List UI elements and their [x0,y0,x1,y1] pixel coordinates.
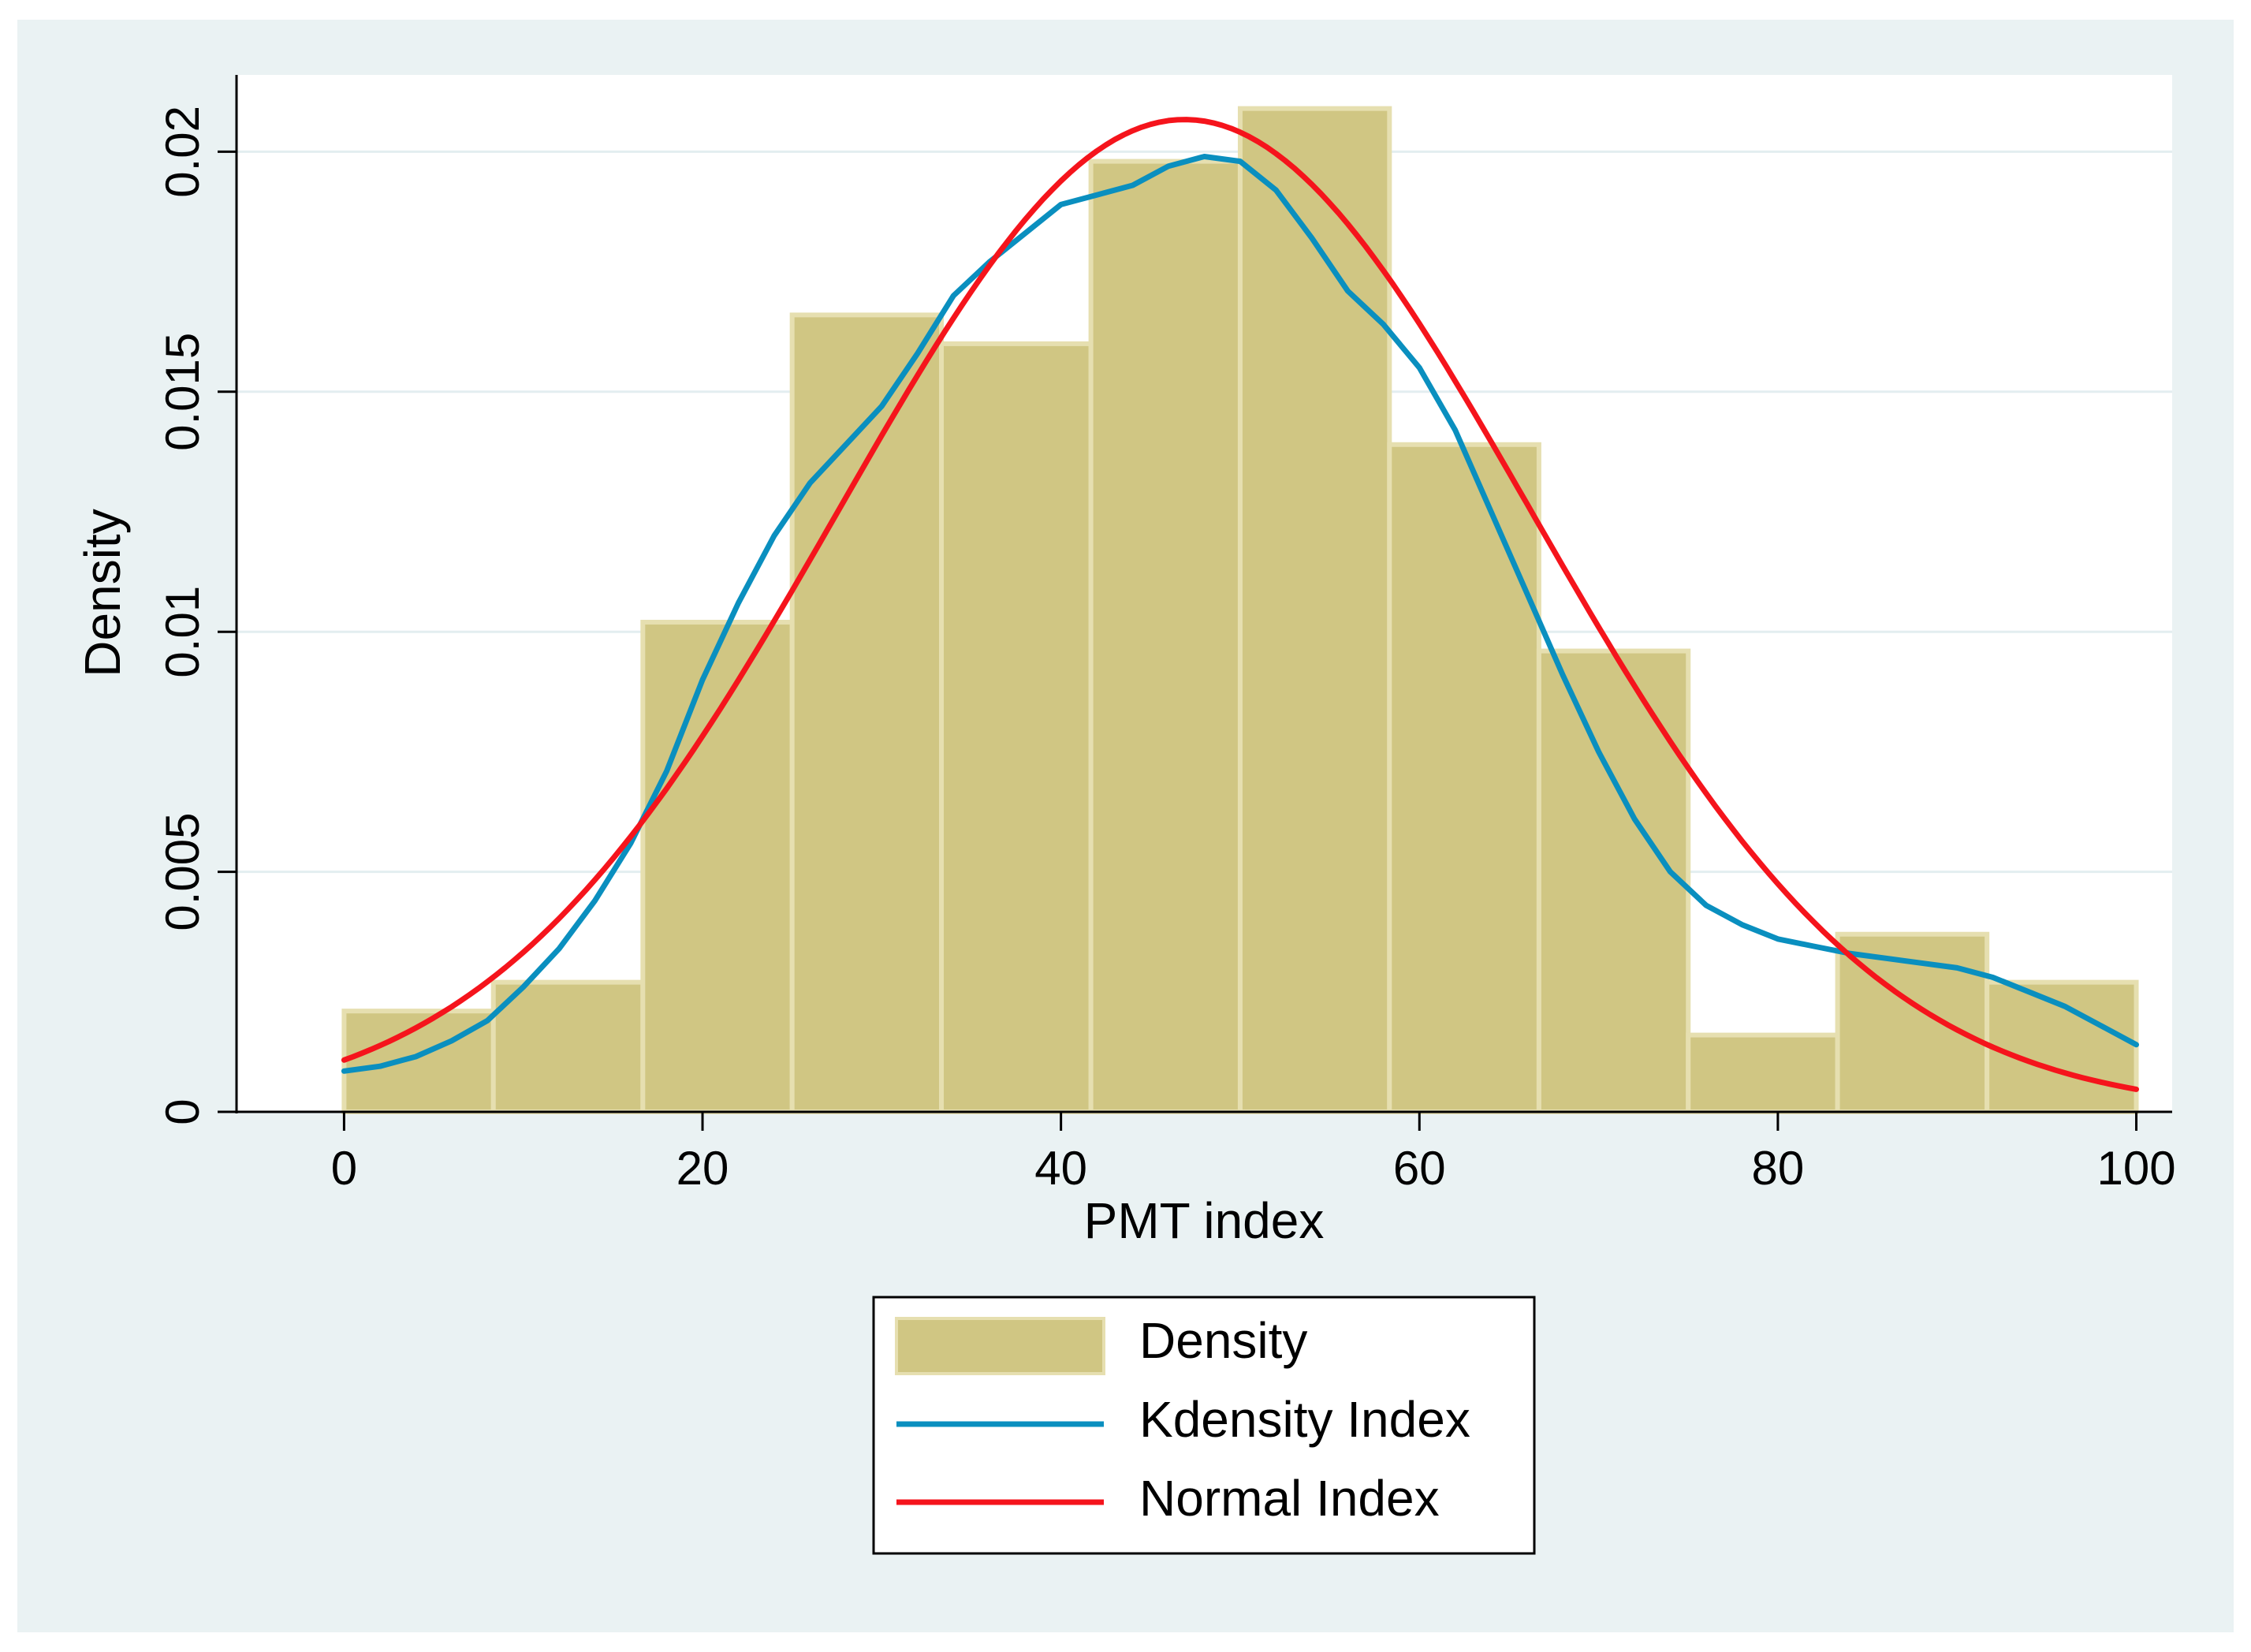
histogram-bar [1686,1032,1840,1115]
x-tick-label: 60 [1393,1142,1446,1195]
x-axis-ticks: 0 20 40 60 80 100 [331,1112,2176,1195]
histogram-bar [1985,979,2139,1114]
y-axis-title: Density [74,509,131,677]
histogram-bar [939,341,1094,1115]
histogram-bar [1088,158,1243,1114]
y-tick-label: 0 [156,1098,209,1124]
x-tick-label: 0 [331,1142,357,1195]
histogram-bar [1536,648,1691,1114]
legend-swatch-density [895,1317,1105,1375]
x-tick-label: 100 [2096,1142,2175,1195]
y-tick-label: 0.015 [156,333,209,451]
y-tick-label: 0.005 [156,813,209,931]
x-tick-label: 40 [1034,1142,1087,1195]
normal-line [341,117,2139,1092]
histogram-bar [789,312,945,1115]
histogram-bar [1237,106,1392,1115]
legend-label-kdensity: Kdensity Index [1139,1391,1470,1448]
histogram-bar [640,620,795,1114]
y-tick-label: 0.01 [156,586,209,678]
legend-label-normal: Normal Index [1139,1470,1440,1527]
y-tick-label: 0.02 [156,106,209,198]
histogram-bars [341,106,2139,1115]
x-tick-label: 80 [1752,1142,1805,1195]
legend-label-density: Density [1139,1312,1307,1369]
legend: Density Kdensity Index Normal Index [872,1296,1536,1555]
histogram-bar [1387,442,1541,1114]
y-axis-ticks: 0 0.005 0.01 0.015 0.02 [156,106,237,1125]
histogram-bar [490,979,646,1114]
x-tick-label: 20 [676,1142,729,1195]
x-axis-title: PMT index [1084,1192,1325,1249]
